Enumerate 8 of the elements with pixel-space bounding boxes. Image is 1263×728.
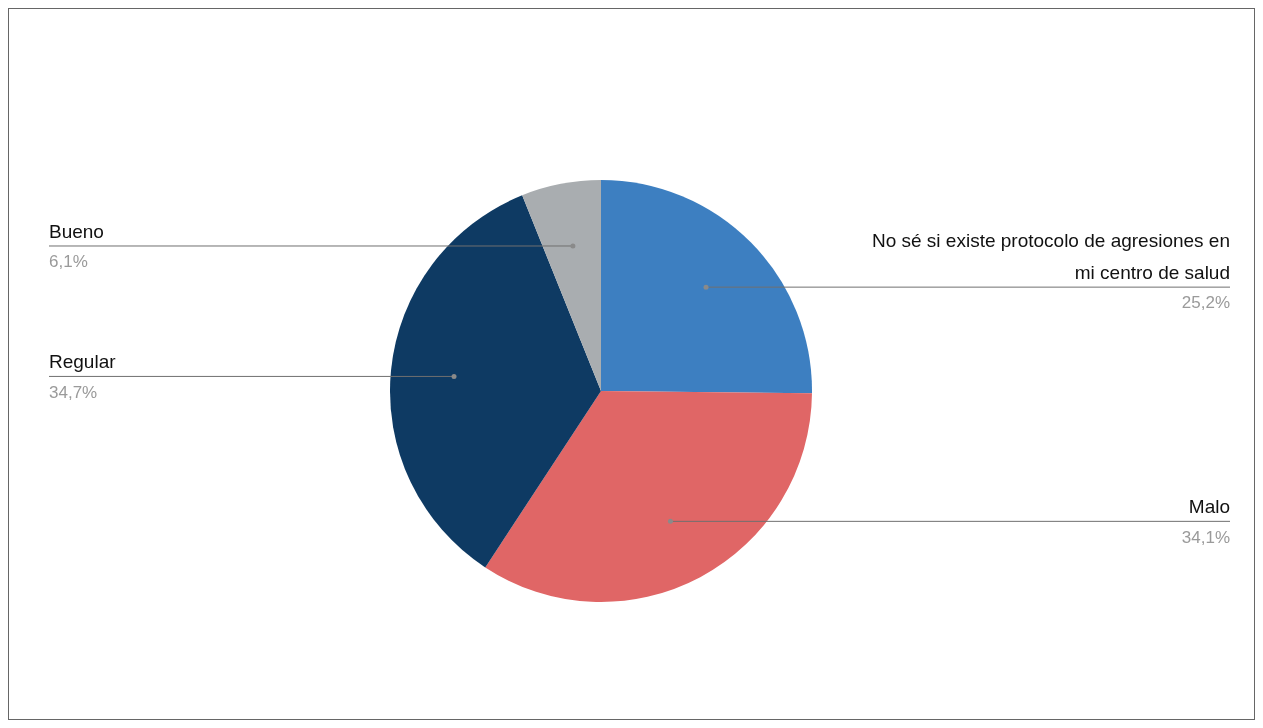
- data-label: 6,1%: [49, 252, 88, 272]
- slice-label: Malo: [1188, 496, 1230, 518]
- slice-label: Regular: [49, 351, 117, 373]
- data-label: 25,2%: [1181, 293, 1230, 313]
- slice-label: No sé si existe protocolo de agresiones en mi centro de salud: [871, 230, 1230, 284]
- data-label: 34,1%: [1181, 527, 1230, 547]
- data-label: 34,7%: [49, 382, 98, 402]
- slice-label: Bueno: [49, 221, 104, 242]
